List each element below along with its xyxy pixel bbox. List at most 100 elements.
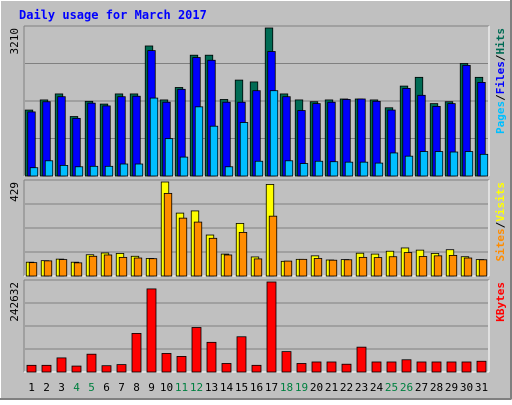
bar-sites-24	[373, 257, 383, 277]
bar-pages-9	[149, 97, 159, 177]
bar-kbytes-12	[191, 327, 202, 373]
bar-sites-9	[148, 258, 158, 277]
bar-kbytes-23	[356, 346, 367, 373]
bar-kbytes-26	[401, 359, 412, 373]
x-tick-label: 12	[190, 381, 203, 394]
panel-visits: 429 Sites/Visits	[8, 179, 507, 277]
bar-kbytes-28	[431, 361, 442, 373]
bar-pages-18	[284, 160, 294, 177]
bar-sites-20	[313, 258, 323, 277]
bar-kbytes-8	[131, 333, 142, 373]
x-tick-label: 13	[205, 381, 218, 394]
bar-sites-14	[223, 254, 233, 277]
bar-kbytes-4	[71, 365, 82, 373]
panel-visits-legend: Sites/Visits	[494, 182, 507, 262]
x-tick-label: 31	[475, 381, 488, 394]
bar-kbytes-1	[26, 364, 37, 373]
bar-kbytes-18	[281, 351, 292, 373]
legend-entry-sites: Sites	[494, 228, 507, 261]
legend-entry-pages: Pages	[494, 101, 507, 134]
x-tick-label: 2	[43, 381, 50, 394]
bar-sites-8	[133, 257, 143, 277]
x-tick-label: 24	[370, 381, 384, 394]
bar-kbytes-16	[251, 364, 262, 373]
bar-kbytes-20	[311, 361, 322, 373]
bar-pages-20	[314, 160, 324, 177]
bar-kbytes-9	[146, 288, 157, 373]
x-tick-label: 5	[88, 381, 95, 394]
x-tick-label: 9	[148, 381, 155, 394]
bar-files-1	[27, 111, 36, 177]
bar-files-3	[57, 96, 66, 177]
bar-kbytes-15	[236, 336, 247, 373]
x-tick-label: 14	[220, 381, 234, 394]
bar-kbytes-13	[206, 341, 217, 373]
x-tick-label: 19	[295, 381, 308, 394]
bar-kbytes-29	[446, 361, 457, 373]
x-tick-label: 28	[430, 381, 443, 394]
x-tick-label: 11	[175, 381, 188, 394]
bar-kbytes-10	[161, 353, 172, 373]
bar-kbytes-22	[341, 363, 352, 373]
x-tick-label: 18	[280, 381, 293, 394]
legend-entry-visits: Visits	[494, 182, 507, 222]
bar-sites-17	[268, 215, 278, 277]
chart-panels: 3210Pages/Files/Hits429Sites/Visits24263…	[8, 25, 507, 373]
bar-kbytes-2	[41, 364, 52, 373]
bar-sites-15	[238, 231, 248, 277]
bar-sites-4	[73, 262, 83, 277]
bar-sites-11	[178, 217, 188, 277]
bar-kbytes-7	[116, 364, 127, 373]
panel-kbytes: 242632 KBytes	[8, 279, 507, 373]
x-axis-labels: 1 2 3 4 5 6 7 8 9 10 11 12 13 14 15 16 17 18 19 20 21 22 23 24 2…	[28, 381, 488, 394]
legend-entry-kbytes: KBytes	[494, 282, 507, 322]
x-tick-label: 29	[445, 381, 458, 394]
x-tick-label: 27	[415, 381, 428, 394]
bar-kbytes-27	[416, 361, 427, 373]
legend-entry-files: Files	[494, 61, 507, 94]
legend-separator: /	[494, 94, 507, 101]
bar-kbytes-21	[326, 361, 337, 373]
bar-sites-18	[283, 260, 293, 277]
bar-sites-1	[28, 262, 38, 277]
chart-title: Daily usage for March 2017	[19, 8, 207, 22]
bar-kbytes-30	[461, 361, 472, 373]
bar-pages-1	[29, 167, 39, 177]
bar-sites-30	[463, 257, 473, 277]
bar-pages-7	[119, 163, 129, 177]
bar-sites-13	[208, 237, 218, 277]
bar-sites-31	[478, 259, 488, 277]
bar-sites-21	[328, 259, 338, 277]
bar-pages-23	[359, 161, 369, 177]
bar-pages-21	[329, 161, 339, 177]
bar-sites-16	[253, 258, 263, 277]
bar-pages-24	[374, 162, 384, 177]
series-sites	[28, 192, 488, 277]
x-tick-label: 25	[385, 381, 398, 394]
bar-sites-23	[358, 256, 368, 277]
bar-kbytes-14	[221, 363, 232, 373]
bar-sites-10	[163, 192, 173, 277]
bar-pages-28	[434, 151, 444, 177]
bar-pages-8	[134, 163, 144, 177]
bar-kbytes-11	[176, 356, 187, 373]
x-tick-label: 16	[250, 381, 263, 394]
bar-pages-10	[164, 138, 174, 177]
bar-sites-7	[118, 256, 128, 277]
bar-sites-27	[418, 256, 428, 277]
x-tick-label: 17	[265, 381, 278, 394]
bar-sites-19	[298, 258, 308, 277]
bar-pages-25	[389, 152, 399, 177]
bar-pages-11	[179, 156, 189, 177]
bar-sites-3	[58, 259, 68, 277]
x-tick-label: 6	[103, 381, 110, 394]
legend-entry-hits: Hits	[494, 28, 507, 55]
bar-kbytes-25	[386, 361, 397, 373]
series-pages	[29, 90, 489, 177]
bar-sites-26	[403, 252, 413, 277]
bar-kbytes-3	[56, 357, 67, 373]
bar-pages-3	[59, 164, 69, 177]
x-tick-label: 20	[310, 381, 323, 394]
bar-pages-15	[239, 122, 249, 177]
bar-pages-29	[449, 151, 459, 177]
